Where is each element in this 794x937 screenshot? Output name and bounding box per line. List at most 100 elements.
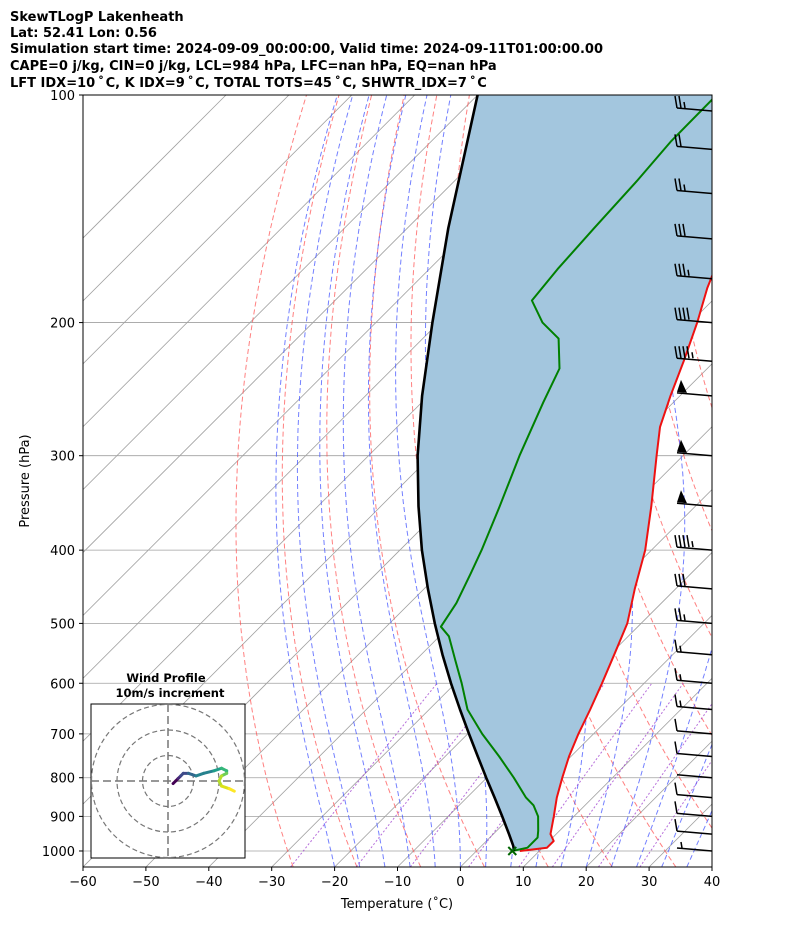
wind-barb-full — [674, 801, 678, 814]
wind-barb-staff — [676, 107, 713, 112]
wind-barb-staff — [676, 451, 713, 457]
x-tick-label: 20 — [578, 875, 595, 890]
moist-adiabat-line — [319, 95, 386, 867]
wind-barb-full — [674, 694, 678, 707]
isotherm-line — [83, 95, 415, 428]
wind-barb-staff — [676, 773, 713, 779]
wind-barb — [674, 263, 713, 280]
dry-adiabat-line — [281, 95, 358, 867]
wind-barb — [674, 718, 713, 735]
wind-barb-full — [678, 535, 682, 548]
wind-barb-staff — [676, 830, 713, 835]
wind-barb-full — [682, 346, 686, 359]
wind-barb — [674, 346, 713, 362]
x-tick-label: 40 — [704, 875, 721, 890]
wind-barb-full — [674, 134, 678, 147]
wind-barb-full — [682, 263, 686, 276]
wind-barb — [674, 178, 713, 195]
wind-barb-full — [678, 573, 682, 586]
wind-barb-staff — [676, 752, 713, 758]
wind-barb-staff — [676, 189, 713, 195]
x-tick-label: −30 — [258, 875, 285, 890]
wind-barb-full — [682, 535, 686, 548]
wind-barb-full — [678, 178, 682, 191]
wind-barb-half — [687, 269, 690, 276]
mixing-ratio-line — [639, 759, 712, 867]
wind-barb-staff — [676, 392, 713, 397]
x-tick-label: −40 — [195, 875, 222, 890]
moist-adiabat-line — [367, 95, 436, 867]
hodograph-trace — [227, 787, 236, 793]
y-tick-label: 100 — [50, 89, 75, 104]
isotherm-line — [83, 95, 290, 302]
wind-barb-half — [683, 184, 686, 191]
isotherm-line — [523, 677, 712, 867]
isotherm-line — [83, 95, 478, 491]
wind-barb-full — [682, 223, 686, 237]
header-indices-lift: LFT IDX=10 ˚ C, K IDX=9 ˚ C, TOTAL TOTS=… — [10, 75, 487, 91]
isotherm-line — [460, 614, 712, 867]
wind-barb-pennant — [677, 379, 687, 393]
profiles — [416, 95, 712, 856]
isotherm-line — [775, 95, 794, 867]
dry-adiabat-line — [235, 95, 307, 867]
moist-adiabat-line — [342, 95, 411, 867]
y-tick-label: 800 — [50, 772, 75, 787]
x-tick-label: 10 — [515, 875, 532, 890]
dry-adiabat-line — [326, 95, 422, 867]
wind-barb-full — [674, 819, 678, 832]
wind-barb-full — [674, 741, 678, 754]
y-tick-label: 700 — [50, 728, 75, 743]
wind-barbs — [674, 95, 713, 852]
wind-barb — [674, 668, 713, 685]
wind-barb — [676, 773, 713, 779]
wind-barb — [674, 573, 713, 590]
temperature-line — [519, 273, 712, 852]
wind-barb-full — [678, 307, 682, 320]
wind-barb-full — [674, 668, 678, 681]
isotherm-line — [83, 95, 227, 239]
wind-barb-full — [674, 573, 678, 586]
y-tick-label: 600 — [50, 677, 75, 692]
wind-barb — [676, 379, 713, 397]
moist-adiabat-line — [610, 95, 686, 867]
x-tick-label: −50 — [132, 875, 159, 890]
wind-barb-full — [678, 263, 682, 276]
wind-barb-full — [674, 718, 678, 732]
wind-barb-full — [674, 346, 678, 359]
mixing-ratio-line — [551, 683, 684, 867]
mixing-ratio-line — [355, 682, 500, 867]
header-indices-cape: CAPE=0 j/kg, CIN=0 j/kg, LCL=984 hPa, LF… — [10, 59, 497, 74]
surface-dewpoint-marker — [507, 846, 517, 856]
x-tick-label: −60 — [69, 875, 96, 890]
wind-barb-half — [691, 541, 694, 548]
header: SkewTLogP Lakenheath Lat: 52.41 Lon: 0.5… — [10, 10, 603, 91]
wind-barb-staff — [676, 274, 713, 280]
wind-barb-full — [674, 223, 678, 237]
wind-barb-full — [674, 535, 678, 548]
wind-barb-half — [683, 614, 686, 621]
moist-adiabat-line — [636, 646, 712, 867]
wind-barb-pennant — [677, 490, 687, 504]
wind-barb — [676, 841, 713, 852]
wind-barb-full — [674, 178, 678, 191]
y-axis-ticks: 100 200 300 400 500 600 700 800 900 1000 — [42, 89, 83, 860]
wind-barb-staff — [676, 235, 713, 240]
wind-barb-full — [678, 223, 682, 237]
wind-barb-staff — [676, 357, 713, 362]
wind-barb-full — [682, 307, 686, 320]
wind-barb-pennant — [677, 439, 687, 453]
wind-barb-half — [680, 841, 683, 849]
wind-barb — [676, 439, 713, 457]
mixing-ratio-line — [597, 702, 712, 867]
isotherm-line — [334, 489, 712, 867]
wind-barb-half — [679, 645, 682, 652]
wind-barb — [674, 801, 713, 818]
hodograph-content — [90, 703, 246, 859]
wind-barb — [674, 95, 713, 112]
wind-barb-full — [686, 346, 690, 359]
header-times: Simulation start time: 2024-09-09_00:00:… — [10, 42, 603, 57]
wind-barb-full — [674, 608, 678, 621]
x-tick-label: 30 — [641, 875, 658, 890]
